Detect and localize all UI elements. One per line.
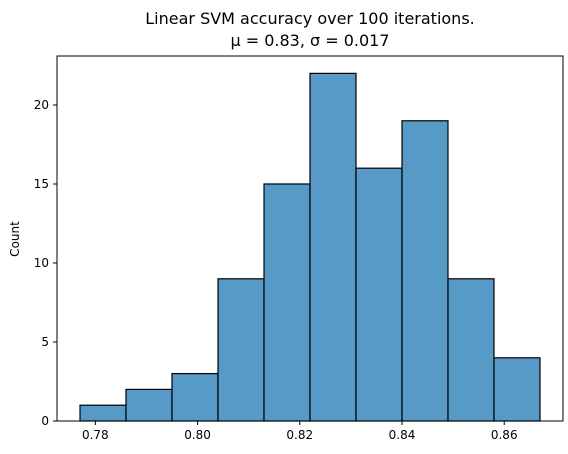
plot-frame	[56, 55, 564, 422]
histogram-bar	[355, 167, 403, 422]
y-tick-label: 20	[34, 98, 49, 112]
histogram-bar	[447, 278, 495, 422]
x-tick-label: 0.86	[491, 428, 518, 442]
chart-title-line-1: Linear SVM accuracy over 100 iterations.	[145, 9, 474, 28]
x-axis: 0.78 0.80 0.82 0.84 0.86	[82, 421, 518, 442]
histogram-bar	[309, 72, 357, 422]
y-tick-label: 10	[34, 256, 49, 270]
x-tick-label: 0.78	[82, 428, 109, 442]
y-tick-label: 15	[34, 177, 49, 191]
histogram-bar	[171, 372, 219, 422]
x-tick-label: 0.84	[389, 428, 416, 442]
x-tick-label: 0.82	[286, 428, 313, 442]
histogram-bar	[493, 357, 541, 422]
y-tick-label: 0	[41, 414, 49, 428]
y-tick-label: 5	[41, 335, 49, 349]
bars-group	[79, 72, 541, 422]
histogram-bar	[401, 120, 449, 422]
histogram-bar	[217, 278, 265, 422]
y-axis: 0 5 10 15 20	[34, 98, 57, 428]
y-axis-label: Count	[8, 221, 22, 257]
histogram-bar	[79, 404, 127, 422]
histogram-bar	[125, 388, 173, 422]
chart-title-line-2: μ = 0.83, σ = 0.017	[230, 31, 389, 50]
histogram-bar	[263, 183, 311, 422]
x-tick-label: 0.80	[184, 428, 211, 442]
